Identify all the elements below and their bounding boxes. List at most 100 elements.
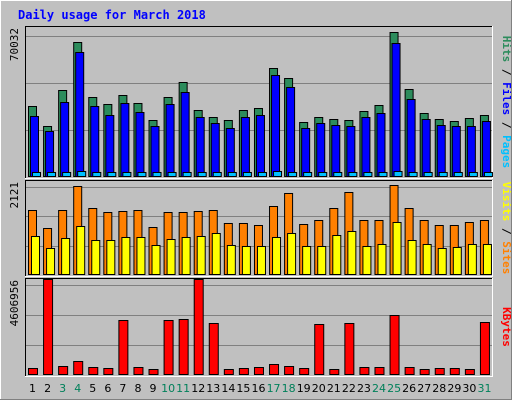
bar-kbytes-day-28 <box>434 368 445 375</box>
x-tick-label: 29 <box>447 382 461 395</box>
panel-sites-visits: 2121 Visits / Sites <box>8 180 512 277</box>
x-tick-label: 9 <box>150 382 157 395</box>
bar-sites-day-2 <box>46 248 56 275</box>
panel-background <box>25 278 492 376</box>
bar-kbytes-day-4 <box>73 361 84 375</box>
side-legend-separator: / <box>500 115 512 135</box>
bar-files-day-21 <box>331 125 341 177</box>
side-legend: KBytes <box>500 307 512 347</box>
x-axis: 1 2 3 4 5 6 7 8 9 10 11 12 13 14 15 16 17 18 19 20 21 22 23 24 2… <box>29 382 491 395</box>
x-tick-label: 17 <box>267 382 281 395</box>
bar-pages-day-5 <box>92 172 102 177</box>
bar-files-day-22 <box>346 126 356 177</box>
side-legend-text: Hits / Files / Pages <box>500 36 512 169</box>
bar-pages-day-7 <box>122 172 132 177</box>
bar-kbytes-day-19 <box>299 368 310 375</box>
bar-sites-day-23 <box>362 246 372 275</box>
bar-kbytes-day-8 <box>133 367 144 375</box>
x-tick-label: 30 <box>462 382 476 395</box>
bar-pages-day-3 <box>62 172 72 177</box>
bar-kbytes-day-21 <box>329 369 340 375</box>
bar-kbytes-day-10 <box>163 320 174 375</box>
bar-sites-day-16 <box>256 246 266 275</box>
bar-kbytes-day-27 <box>419 369 430 375</box>
bar-files-day-19 <box>301 128 311 177</box>
bar-pages-day-16 <box>257 172 267 177</box>
bar-sites-day-20 <box>317 246 327 275</box>
bar-files-day-3 <box>60 102 70 177</box>
bar-pages-day-15 <box>242 172 252 177</box>
bar-pages-day-9 <box>152 172 162 177</box>
bar-pages-day-4 <box>77 171 87 177</box>
bar-pages-day-29 <box>453 172 463 177</box>
bar-kbytes-day-13 <box>208 323 219 375</box>
bar-kbytes-day-1 <box>28 368 38 375</box>
bar-files-day-29 <box>451 126 461 177</box>
y-max-label: 70032 <box>8 28 21 61</box>
bar-files-day-28 <box>436 125 446 177</box>
bar-files-day-1 <box>30 116 39 177</box>
bar-files-day-30 <box>466 126 476 177</box>
bar-pages-day-17 <box>273 171 283 177</box>
x-tick-label: 12 <box>191 382 205 395</box>
x-tick-label: 6 <box>104 382 111 395</box>
x-tick-label: 15 <box>236 382 250 395</box>
bar-kbytes-day-25 <box>389 315 400 375</box>
x-tick-label: 8 <box>134 382 141 395</box>
bar-sites-day-26 <box>407 240 417 275</box>
bar-pages-day-26 <box>408 172 418 177</box>
bar-pages-day-8 <box>137 172 147 177</box>
bar-pages-day-18 <box>288 172 298 177</box>
bar-pages-day-23 <box>363 172 373 177</box>
bar-pages-day-20 <box>318 172 328 177</box>
bar-sites-day-12 <box>196 236 206 275</box>
side-legend-text: KBytes <box>500 307 512 347</box>
bar-files-day-8 <box>135 112 145 177</box>
x-tick-label: 26 <box>402 382 416 395</box>
chart-title: Daily usage for March 2018 <box>18 8 206 22</box>
x-tick-label: 24 <box>372 382 386 395</box>
bar-kbytes-day-29 <box>449 368 460 375</box>
bar-kbytes-day-17 <box>269 364 280 375</box>
bar-files-day-6 <box>105 115 115 177</box>
bar-sites-day-9 <box>151 245 161 275</box>
bar-files-day-23 <box>361 117 371 177</box>
side-legend-sites: Sites <box>500 241 512 274</box>
bar-kbytes-day-15 <box>238 368 249 375</box>
bar-pages-day-27 <box>423 172 433 177</box>
bar-kbytes-day-5 <box>88 367 99 375</box>
bar-kbytes-day-3 <box>58 366 69 375</box>
bar-files-day-24 <box>376 113 386 177</box>
bar-pages-day-14 <box>227 172 237 177</box>
bar-pages-day-31 <box>483 172 493 177</box>
bar-files-day-5 <box>90 106 100 177</box>
bar-sites-day-4 <box>76 226 86 275</box>
bar-pages-day-22 <box>348 172 358 177</box>
bar-sites-day-21 <box>332 235 342 275</box>
bar-sites-day-10 <box>166 239 176 275</box>
bar-kbytes-day-12 <box>193 279 204 375</box>
x-tick-label: 10 <box>161 382 175 395</box>
bar-sites-day-14 <box>226 245 236 275</box>
bar-sites-day-17 <box>272 237 282 275</box>
x-tick-label: 2 <box>44 382 51 395</box>
bar-pages-day-11 <box>182 172 192 177</box>
x-tick-label: 23 <box>357 382 371 395</box>
bar-sites-day-27 <box>422 244 432 275</box>
bar-sites-day-22 <box>347 231 357 275</box>
bar-sites-day-13 <box>211 233 221 275</box>
bar-sites-day-18 <box>287 233 297 275</box>
bar-files-day-31 <box>481 121 491 177</box>
side-legend: Visits / Sites <box>500 182 512 275</box>
side-legend-separator: / <box>500 221 512 241</box>
side-legend-text: Visits / Sites <box>500 182 512 275</box>
x-tick-label: 7 <box>119 382 126 395</box>
bar-sites-day-7 <box>121 237 131 275</box>
bar-sites-day-24 <box>377 244 387 275</box>
bar-files-day-20 <box>316 123 326 177</box>
x-tick-label: 13 <box>206 382 220 395</box>
bar-kbytes-day-26 <box>404 367 415 375</box>
bar-kbytes-day-6 <box>103 368 114 375</box>
x-tick-label: 27 <box>417 382 431 395</box>
